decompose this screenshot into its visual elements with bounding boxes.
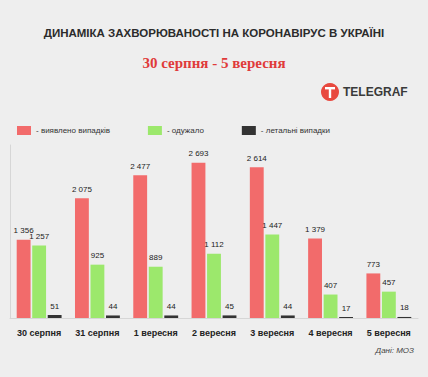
svg-text:51: 51 (50, 302, 59, 311)
svg-text:889: 889 (149, 253, 163, 262)
svg-text:2 693: 2 693 (188, 149, 209, 158)
svg-text:5 вересня: 5 вересня (367, 328, 411, 338)
svg-text:407: 407 (324, 281, 338, 290)
svg-text:1 112: 1 112 (204, 240, 224, 249)
svg-text:ДИНАМІКА ЗАХВОРЮВАНОСТІ НА КОР: ДИНАМІКА ЗАХВОРЮВАНОСТІ НА КОРОНАВІРУС В… (44, 27, 385, 39)
svg-text:45: 45 (225, 302, 234, 311)
svg-text:- летальні випадки: - летальні випадки (261, 126, 330, 135)
svg-text:1 вересня: 1 вересня (134, 328, 178, 338)
svg-text:18: 18 (400, 303, 409, 312)
svg-text:3 вересня: 3 вересня (250, 328, 294, 338)
svg-text:Дані: МОЗ: Дані: МОЗ (374, 346, 414, 355)
svg-text:- виявлено випадків: - виявлено випадків (36, 126, 110, 135)
svg-text:44: 44 (167, 302, 176, 311)
svg-text:1 379: 1 379 (305, 225, 326, 234)
svg-text:457: 457 (382, 278, 396, 287)
svg-text:44: 44 (283, 302, 292, 311)
svg-text:2 075: 2 075 (72, 185, 93, 194)
svg-text:2 вересня: 2 вересня (192, 328, 236, 338)
svg-text:1 257: 1 257 (29, 232, 50, 241)
svg-text:30 серпня - 5 вересня: 30 серпня - 5 вересня (142, 55, 285, 71)
svg-text:2 614: 2 614 (247, 154, 268, 163)
svg-text:44: 44 (108, 302, 117, 311)
svg-text:17: 17 (342, 304, 351, 313)
svg-text:TELEGRAF: TELEGRAF (343, 85, 408, 99)
svg-text:- одужало: - одужало (167, 126, 204, 135)
svg-text:773: 773 (367, 260, 381, 269)
svg-text:30 серпня: 30 серпня (17, 328, 61, 338)
svg-text:4 вересня: 4 вересня (309, 328, 353, 338)
svg-text:1 447: 1 447 (262, 221, 283, 230)
svg-text:1 356: 1 356 (13, 226, 34, 236)
svg-text:31 серпня: 31 серпня (75, 328, 119, 338)
svg-text:925: 925 (91, 251, 105, 260)
svg-text:2 477: 2 477 (130, 162, 151, 171)
